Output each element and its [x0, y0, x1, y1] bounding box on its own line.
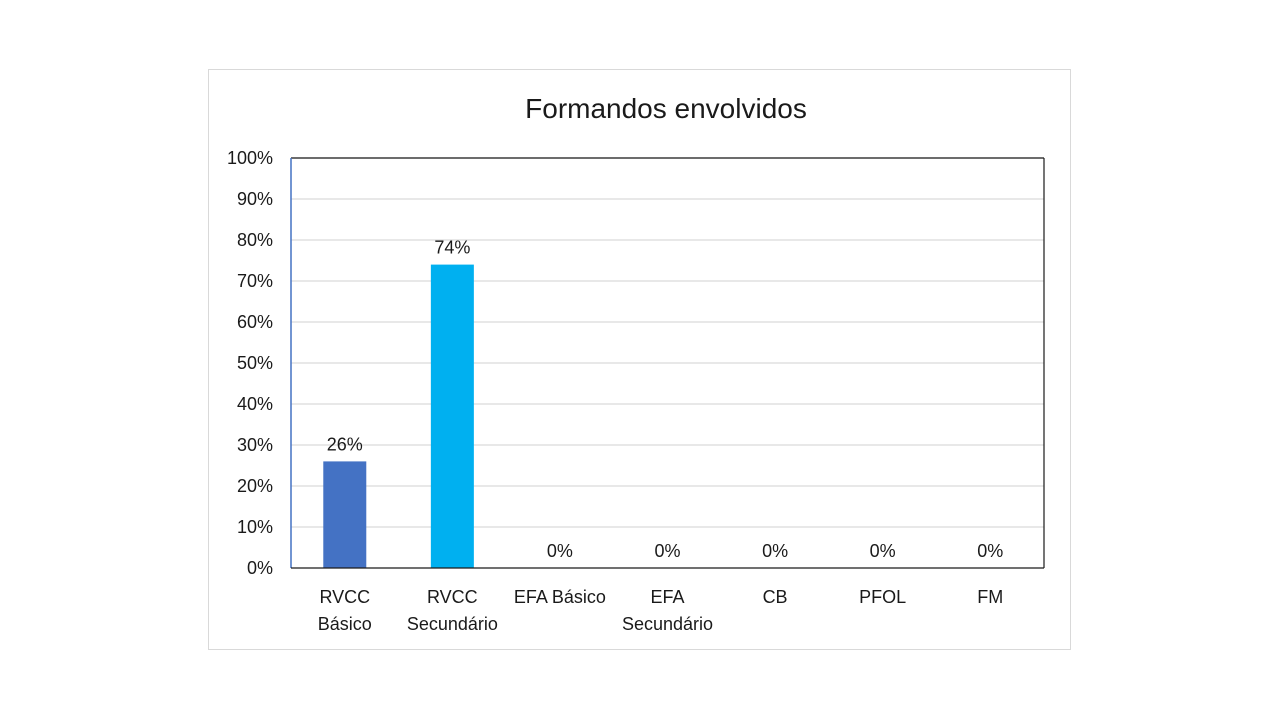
- x-category-label-line: Básico: [318, 614, 372, 634]
- x-category-label-line: EFA: [650, 587, 684, 607]
- x-category-label-line: CB: [763, 587, 788, 607]
- x-category-label: EFA Básico: [514, 587, 606, 607]
- chart-title: Formandos envolvidos: [525, 93, 807, 124]
- labels: 0% 10% 20% 30% 40% 50% 60% 70% 80% 90% 100% 26% RVCC…: [227, 148, 1003, 634]
- y-tick-label: 80%: [237, 230, 273, 250]
- y-tick-label: 90%: [237, 189, 273, 209]
- x-category-label-line: RVCC: [319, 587, 370, 607]
- x-category-label: RVCC Secundário: [407, 587, 498, 634]
- x-category-label: FM: [977, 587, 1003, 607]
- y-tick-label: 40%: [237, 394, 273, 414]
- bar: [323, 461, 367, 568]
- data-label: 0%: [762, 541, 788, 561]
- axes: [290, 157, 1045, 569]
- y-tick-label: 100%: [227, 148, 273, 168]
- x-category-label-line: RVCC: [427, 587, 478, 607]
- x-category-label-line: Secundário: [407, 614, 498, 634]
- x-category-label: RVCC Básico: [318, 587, 372, 634]
- data-label: 0%: [977, 541, 1003, 561]
- x-category-label-line: FM: [977, 587, 1003, 607]
- bar: [430, 264, 474, 568]
- y-tick-label: 10%: [237, 517, 273, 537]
- y-tick-label: 20%: [237, 476, 273, 496]
- x-category-label: EFA Secundário: [622, 587, 713, 634]
- x-category-label-line: EFA Básico: [514, 587, 606, 607]
- x-category-label-line: PFOL: [859, 587, 906, 607]
- x-category-label: CB: [763, 587, 788, 607]
- x-category-label-line: Secundário: [622, 614, 713, 634]
- y-tick-label: 30%: [237, 435, 273, 455]
- data-label: 0%: [870, 541, 896, 561]
- y-tick-label: 60%: [237, 312, 273, 332]
- data-label: 26%: [327, 434, 363, 454]
- data-label: 0%: [654, 541, 680, 561]
- data-label: 0%: [547, 541, 573, 561]
- y-tick-label: 70%: [237, 271, 273, 291]
- x-category-label: PFOL: [859, 587, 906, 607]
- gridlines: [291, 157, 1044, 528]
- y-tick-label: 0%: [247, 558, 273, 578]
- data-label: 74%: [434, 238, 470, 258]
- bars: [323, 264, 474, 568]
- y-tick-label: 50%: [237, 353, 273, 373]
